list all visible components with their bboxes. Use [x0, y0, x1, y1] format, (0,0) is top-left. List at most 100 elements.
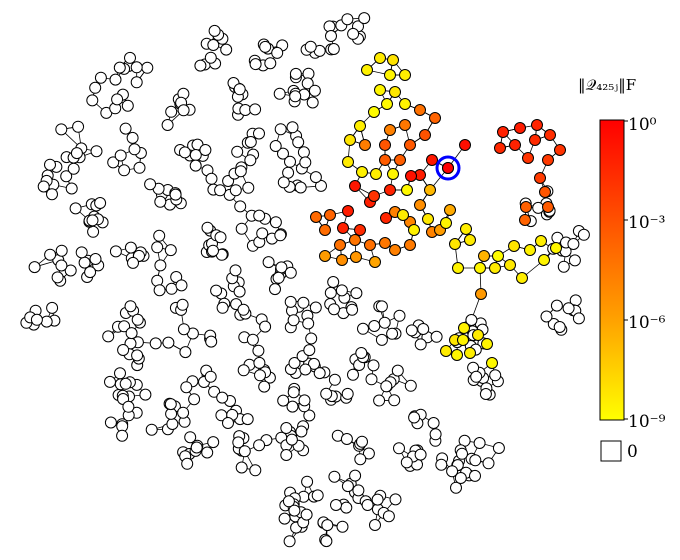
graph-node	[429, 112, 441, 124]
graph-node	[404, 239, 416, 251]
graph-node	[446, 465, 459, 478]
graph-node	[382, 510, 395, 523]
graph-node	[125, 327, 138, 340]
graph-node	[459, 139, 471, 151]
graph-node	[384, 124, 396, 136]
graph-node	[514, 122, 526, 134]
graph-node	[46, 301, 59, 314]
graph-node	[233, 83, 246, 96]
source-node	[442, 162, 454, 174]
graph-node	[305, 332, 318, 345]
graph-node	[256, 227, 269, 240]
graph-node	[394, 154, 406, 166]
graph-node	[205, 335, 218, 348]
graph-node	[427, 417, 440, 429]
graph-node	[249, 58, 262, 71]
graph-node	[122, 400, 135, 413]
graph-node	[204, 370, 217, 383]
graph-node	[117, 344, 130, 356]
graph-node	[259, 320, 272, 333]
graph-node	[324, 209, 336, 221]
graph-node	[354, 224, 366, 236]
graph-node	[370, 168, 382, 180]
graph-node	[28, 261, 41, 274]
graph-node	[384, 184, 396, 196]
graph-node	[242, 181, 255, 194]
graph-node	[44, 158, 56, 171]
graph-node	[126, 131, 139, 144]
graph-node	[78, 256, 91, 269]
graph-node	[249, 103, 262, 116]
graph-node	[288, 357, 301, 369]
graph-node	[519, 214, 531, 226]
graph-node	[424, 184, 436, 196]
graph-node	[297, 296, 310, 309]
graph-node	[102, 330, 115, 343]
graph-node	[286, 121, 299, 134]
graph-node	[330, 499, 342, 511]
graph-node	[557, 260, 570, 273]
graph-node	[286, 400, 299, 413]
graph-node	[199, 144, 212, 156]
graph-node	[336, 520, 349, 533]
graph-node	[472, 329, 484, 341]
graph-node	[386, 327, 399, 340]
graph-node	[354, 453, 367, 466]
graph-node	[542, 201, 554, 213]
graph-node	[208, 385, 221, 398]
graph-node	[481, 338, 493, 350]
graph-node	[550, 299, 563, 312]
graph-node	[321, 519, 334, 532]
graph-node	[124, 241, 137, 254]
graph-node	[94, 197, 107, 209]
graph-node	[207, 39, 220, 51]
graph-node	[104, 375, 116, 388]
graph-node	[369, 256, 381, 268]
graph-node	[75, 246, 88, 259]
graph-node	[365, 373, 378, 386]
graph-node	[238, 445, 251, 458]
graph-node	[478, 250, 490, 262]
colorbar-tick-label: 10⁻³	[628, 213, 665, 233]
graph-node	[393, 442, 405, 455]
graph-node	[553, 321, 566, 333]
graph-node	[153, 284, 166, 297]
graph-node	[235, 461, 248, 474]
graph-node	[280, 422, 293, 434]
graph-node	[494, 142, 506, 154]
graph-node	[301, 475, 314, 488]
graph-node	[169, 188, 182, 201]
graph-node	[287, 314, 300, 327]
graph-node	[327, 276, 340, 288]
graph-node	[287, 386, 300, 399]
graph-node	[535, 235, 547, 247]
graph-node	[299, 363, 312, 376]
graph-node	[207, 436, 220, 449]
graph-node	[283, 535, 296, 548]
graph-node	[161, 119, 174, 131]
graph-node	[153, 229, 166, 242]
graph-node	[380, 212, 392, 224]
graph-node	[44, 248, 57, 261]
graph-node	[361, 499, 374, 511]
graph-node	[301, 77, 314, 90]
graph-node	[562, 302, 575, 315]
graph-node	[417, 323, 430, 335]
graph-node	[116, 429, 129, 442]
graph-node	[89, 253, 102, 265]
graph-node	[368, 320, 381, 332]
graph-node	[387, 168, 399, 180]
graph-node	[482, 457, 495, 470]
graph-node	[207, 244, 219, 257]
graph-node	[367, 359, 380, 372]
graph-node	[178, 146, 191, 159]
graph-node	[175, 279, 188, 292]
graph-node	[440, 345, 452, 357]
graph-node	[387, 54, 399, 66]
graph-node	[269, 283, 281, 296]
graph-node	[141, 61, 154, 74]
graph-node	[201, 446, 214, 459]
graph-node	[277, 394, 290, 407]
graph-node	[306, 96, 319, 109]
